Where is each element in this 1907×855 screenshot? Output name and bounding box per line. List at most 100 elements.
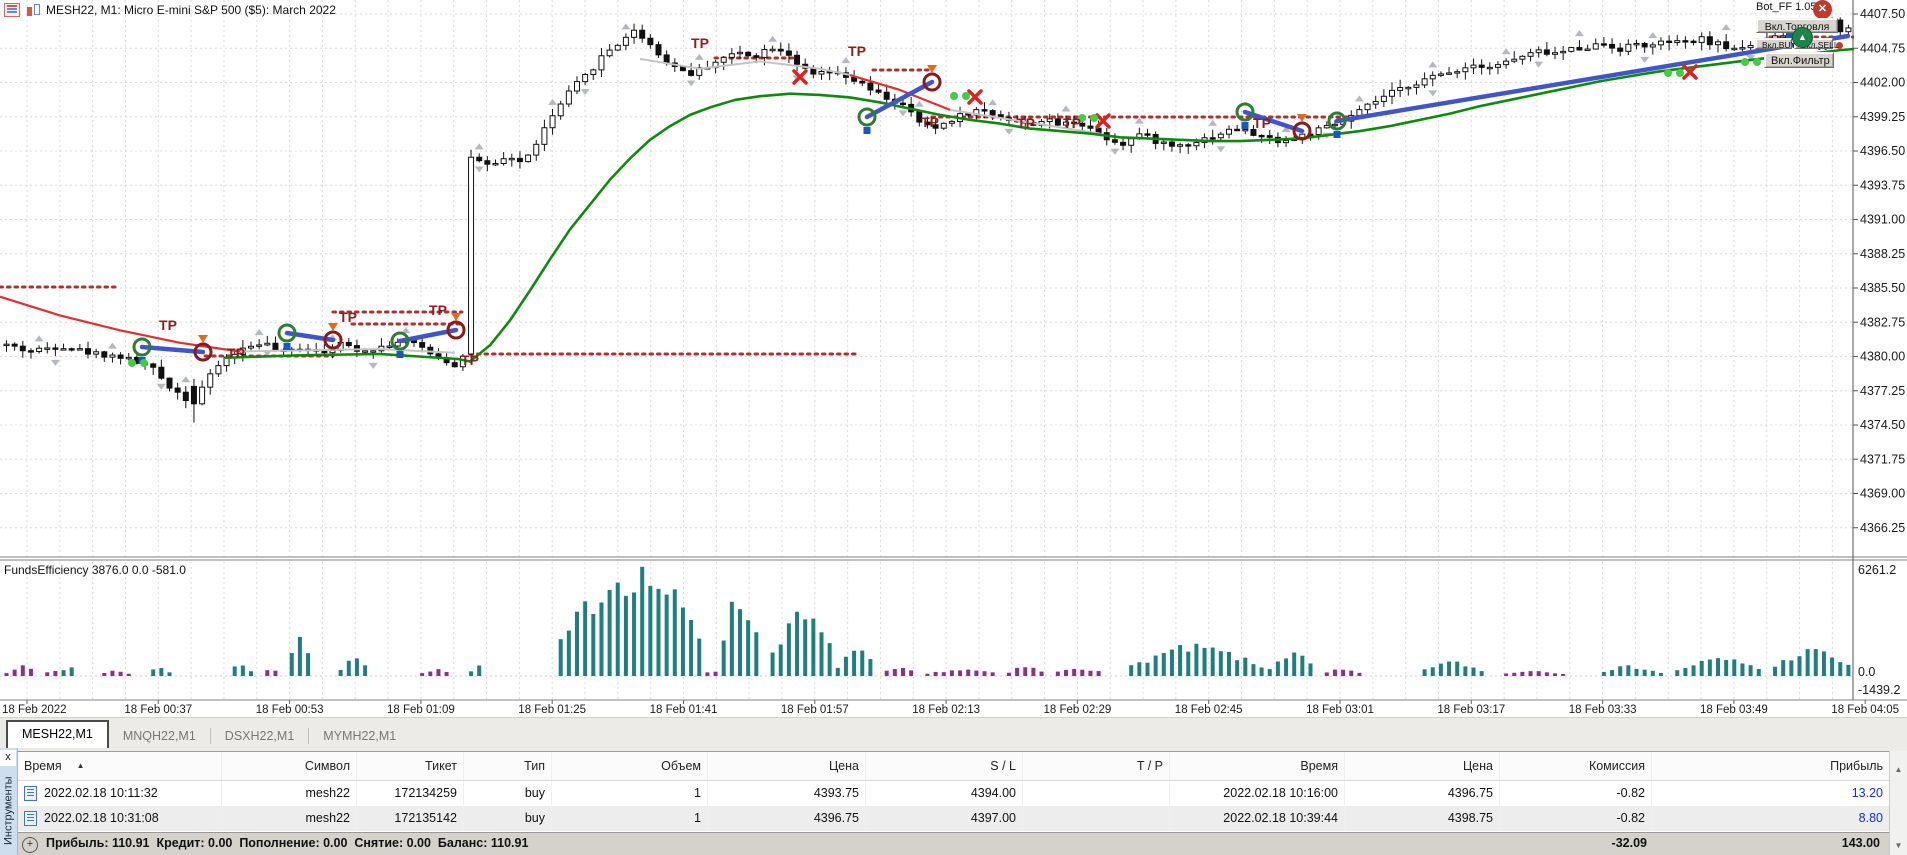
trade-doc-icon [24, 811, 37, 826]
chart-header: MESH22, M1: Micro E-mini S&P 500 ($5): M… [4, 2, 336, 18]
one-click-trading-icon[interactable] [26, 4, 40, 16]
scroll-down-icon[interactable]: ▼ [1894, 841, 1903, 850]
svg-text:TP: TP [921, 114, 939, 130]
toolbox-close-icon[interactable]: x [0, 750, 16, 766]
tab-mnqh22[interactable]: MNQH22,M1 [122, 729, 196, 743]
ma-gray [949, 108, 1101, 135]
price-axis-label: 4402.00 [1860, 76, 1905, 90]
chart-canvas[interactable]: TPTPTPTPTPTPTPTPTPTPTPTP4407.504404.7544… [0, 0, 1907, 718]
column-header-5[interactable]: Объем [552, 752, 708, 780]
indicator-axis-label: 6261.2 [1858, 563, 1896, 577]
cell-объем: 1 [552, 781, 708, 806]
time-axis-label: 18 Feb 02:13 [912, 704, 980, 716]
time-axis-label: 18 Feb 2022 [2, 704, 67, 716]
price-axis-label: 4366.25 [1860, 521, 1905, 535]
column-header-11[interactable]: Комиссия [1500, 752, 1652, 780]
column-header-12[interactable]: Прибыль [1652, 752, 1890, 780]
time-axis-label: 18 Feb 04:05 [1831, 704, 1899, 716]
tab-mymh22[interactable]: MYMH22,M1 [323, 729, 397, 743]
cell-tp [1023, 781, 1170, 806]
toggle-trading-button[interactable]: Вкл.Торговля [1756, 18, 1838, 33]
indicator-label: FundsEfficiency 3876.0 0.0 -581.0 [4, 563, 186, 577]
table-row[interactable]: 2022.02.18 10:11:32 mesh22 172134259 buy 1 43… [17, 781, 1890, 806]
time-axis-label: 18 Feb 00:37 [124, 704, 192, 716]
plus-circle-icon[interactable]: + [22, 837, 38, 853]
table-scrollbar[interactable]: ▲ ▼ [1889, 751, 1907, 855]
svg-text:TP: TP [1063, 115, 1081, 131]
cell-время: 2022.02.18 10:39:44 [1170, 806, 1345, 831]
time-axis-label: 18 Feb 01:25 [518, 704, 586, 716]
indicator-axis-label: -1439.2 [1858, 683, 1900, 697]
cell-тип: buy [464, 781, 552, 806]
tab-divider [209, 728, 211, 744]
column-header-6[interactable]: Цена [708, 752, 866, 780]
time-axis-label: 18 Feb 03:01 [1306, 704, 1374, 716]
svg-text:TP: TP [227, 345, 245, 361]
price-axis-label: 4382.75 [1860, 315, 1905, 329]
svg-text:TP: TP [159, 317, 177, 333]
cell-цена: 4393.75 [708, 781, 866, 806]
cell-цена: 4398.75 [1345, 806, 1500, 831]
ea-name-label: Bot_FF 1.05 [1756, 1, 1817, 13]
time-axis-label: 18 Feb 00:53 [256, 704, 324, 716]
table-row[interactable]: 2022.02.18 10:31:08 mesh22 172135142 buy 1 43… [17, 806, 1890, 831]
entry-square-icon [1786, 33, 1793, 40]
indicator-axis-label: 0.0 [1858, 665, 1875, 679]
price-axis-label: 4396.50 [1860, 144, 1905, 158]
toolbox-title-strip: x Инструменты [0, 748, 18, 855]
price-axis-label: 4385.50 [1860, 281, 1905, 295]
column-header-1[interactable]: Время ▲ [17, 752, 222, 780]
column-header-3[interactable]: Тикет [357, 752, 464, 780]
price-axis-label: 4404.75 [1860, 41, 1905, 55]
price-axis-label: 4407.50 [1860, 7, 1905, 21]
cell-тип: buy [464, 806, 552, 831]
axes: 4407.50 4404.75 4402.00 4399.25 4396.50 4393.… [0, 0, 1907, 718]
ma-red [849, 73, 951, 111]
cell-время: 2022.02.18 10:31:08 [17, 806, 222, 831]
time-axis-label: 18 Feb 02:45 [1175, 704, 1243, 716]
trade-markers [128, 58, 1761, 367]
time-axis-label: 18 Feb 01:41 [650, 704, 718, 716]
cell-время: 2022.02.18 10:16:00 [1170, 781, 1345, 806]
price-axis-label: 4377.25 [1860, 384, 1905, 398]
column-header-10[interactable]: Цена [1345, 752, 1500, 780]
indicator-histogram [4, 566, 1851, 676]
scroll-up-icon[interactable]: ▲ [1894, 765, 1903, 774]
cell-тикет: 172135142 [357, 806, 464, 831]
column-header-4[interactable]: Тип [464, 752, 552, 780]
toggle-buy-button[interactable]: Вкл.BUY [1755, 38, 1796, 50]
column-header-9[interactable]: Время [1170, 752, 1345, 780]
ea-close-marker-icon[interactable]: ✕ [1813, 0, 1832, 19]
cell-sl: 4397.00 [866, 806, 1023, 831]
price-axis-label: 4380.00 [1860, 350, 1905, 364]
total-profit: 143.00 [1841, 836, 1880, 850]
column-header-2[interactable]: Символ [222, 752, 357, 780]
tab-dsxh22[interactable]: DSXH22,M1 [224, 729, 295, 743]
svg-text:TP: TP [1017, 115, 1035, 131]
time-axis-label: 18 Feb 02:29 [1044, 704, 1112, 716]
chart-tabs-bar: MESH22,M1 MNQH22,M1 DSXH22,M1 MYMH22,M1 [0, 719, 1907, 748]
total-commission: -32.09 [1611, 836, 1647, 850]
tab-mesh22[interactable]: MESH22,M1 [6, 720, 109, 748]
time-axis-label: 18 Feb 01:57 [781, 704, 849, 716]
cell-прибыль: 13.20 [1652, 781, 1890, 806]
toggle-filter-button[interactable]: Вкл.Фильтр [1764, 52, 1834, 68]
ma-gray [639, 57, 851, 77]
cell-объем: 1 [552, 806, 708, 831]
market-depth-icon[interactable] [4, 3, 20, 17]
cell-время: 2022.02.18 10:11:32 [17, 781, 222, 806]
cell-прибыль: 8.80 [1652, 806, 1890, 831]
cell-цена: 4396.75 [1345, 781, 1500, 806]
svg-text:TP: TP [691, 35, 709, 51]
account-summary-bar: + Прибыль: 110.91 Кредит: 0.00 Пополнени… [0, 832, 1907, 855]
trade-doc-icon [24, 786, 37, 801]
cell-комиссия: -0.82 [1500, 806, 1652, 831]
cell-tp [1023, 806, 1170, 831]
account-summary-text: Прибыль: 110.91 Кредит: 0.00 Пополнение:… [46, 836, 529, 850]
cell-символ: mesh22 [222, 806, 357, 831]
column-header-7[interactable]: S / L [866, 752, 1023, 780]
column-header-8[interactable]: T / P [1023, 752, 1170, 780]
